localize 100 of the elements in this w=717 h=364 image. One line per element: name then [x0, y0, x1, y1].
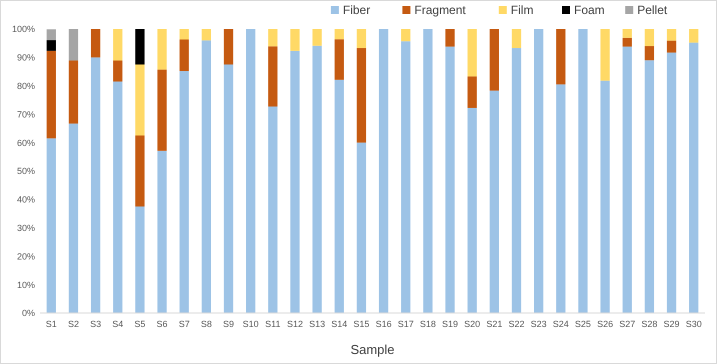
bar: [445, 46, 455, 313]
x-tick-label: S30: [686, 319, 702, 329]
bar: [180, 71, 189, 313]
x-tick-label: S1: [46, 319, 57, 329]
x-tick-label: S13: [309, 319, 326, 329]
x-tick-label: S14: [331, 319, 348, 329]
y-tick-label: 20%: [16, 251, 35, 262]
bar: [46, 29, 56, 40]
bar: [666, 52, 676, 313]
legend-label: Fiber: [342, 3, 370, 17]
x-tick-label: S25: [574, 319, 591, 329]
bar: [246, 29, 256, 313]
y-tick-label: 50%: [16, 166, 35, 176]
bar: [46, 40, 56, 51]
x-tick-label: S12: [286, 319, 303, 329]
x-tick-label: S24: [552, 319, 569, 329]
bar: [157, 150, 167, 313]
x-tick-label: S6: [156, 319, 168, 329]
y-tick-label: 60%: [16, 138, 35, 148]
bar: [445, 29, 455, 47]
x-tick-label: S22: [508, 319, 524, 329]
y-tick-label: 70%: [16, 109, 35, 120]
bar: [512, 29, 522, 48]
bar: [578, 29, 588, 313]
bar: [135, 64, 145, 136]
x-axis-title: Sample: [350, 342, 395, 357]
y-tick-label: 10%: [16, 280, 35, 290]
bar: [202, 29, 212, 40]
legend-label: Fragment: [414, 3, 466, 17]
x-tick-label: S17: [398, 319, 414, 329]
bar: [468, 76, 477, 108]
bar: [113, 29, 122, 61]
x-tick-label: S4: [112, 319, 124, 329]
x-tick-label: S19: [442, 319, 458, 329]
x-tick-label: S8: [200, 319, 212, 329]
bar: [46, 138, 56, 313]
bar: [644, 60, 654, 313]
bar: [68, 29, 78, 61]
bar: [334, 80, 344, 313]
bar: [556, 29, 566, 84]
x-tick-label: S18: [420, 319, 436, 329]
y-tick-label: 90%: [16, 52, 35, 63]
x-tick-label: S15: [353, 319, 370, 329]
bar: [468, 108, 477, 313]
bar: [512, 48, 522, 313]
x-tick-label: S5: [134, 319, 146, 329]
bar: [224, 29, 234, 64]
x-tick-label: S28: [641, 319, 658, 329]
bar: [268, 46, 278, 107]
x-tick-label: S20: [464, 319, 480, 329]
bar: [268, 106, 278, 313]
y-tick-label: 0%: [22, 308, 35, 318]
bar: [180, 40, 189, 72]
bar: [135, 29, 145, 64]
x-tick-label: S3: [90, 319, 102, 329]
bar: [290, 50, 300, 313]
x-tick-label: S23: [530, 319, 547, 329]
x-tick-label: S21: [486, 319, 502, 329]
x-tick-label: S26: [597, 319, 614, 329]
y-tick-label: 40%: [16, 194, 35, 205]
legend-label: Pellet: [637, 3, 668, 17]
bar: [423, 29, 433, 313]
x-tick-label: S11: [265, 319, 280, 329]
bar: [290, 29, 300, 51]
bar: [600, 29, 610, 81]
y-tick-label: 100%: [12, 24, 35, 34]
bar: [202, 40, 212, 313]
bar: [644, 46, 654, 60]
x-tick-label: S7: [178, 319, 190, 329]
bar: [356, 48, 366, 143]
bar: [468, 29, 477, 76]
legend-label: Foam: [574, 3, 605, 17]
legend-label: Film: [510, 3, 534, 17]
bar: [490, 29, 499, 91]
bar: [68, 124, 78, 313]
bar: [644, 29, 654, 46]
bar: [401, 41, 410, 313]
bar: [689, 42, 698, 313]
bar: [490, 90, 499, 313]
bar: [401, 29, 410, 42]
bar: [135, 206, 145, 313]
x-tick-label: S29: [664, 319, 680, 329]
bar: [689, 29, 698, 43]
bar: [378, 29, 388, 313]
bar: [90, 29, 100, 58]
bar: [68, 60, 78, 124]
bar: [600, 80, 610, 313]
bar: [622, 46, 632, 313]
bar: [666, 40, 676, 53]
bar: [334, 29, 344, 40]
x-tick-label: S9: [223, 319, 234, 329]
bar: [622, 38, 632, 47]
bar: [356, 142, 366, 313]
bar: [534, 29, 544, 313]
bar: [157, 70, 167, 151]
x-tick-label: S10: [242, 319, 259, 329]
bar: [312, 46, 322, 313]
bar: [556, 84, 566, 313]
bar: [157, 29, 167, 70]
y-tick-label: 30%: [16, 222, 35, 233]
